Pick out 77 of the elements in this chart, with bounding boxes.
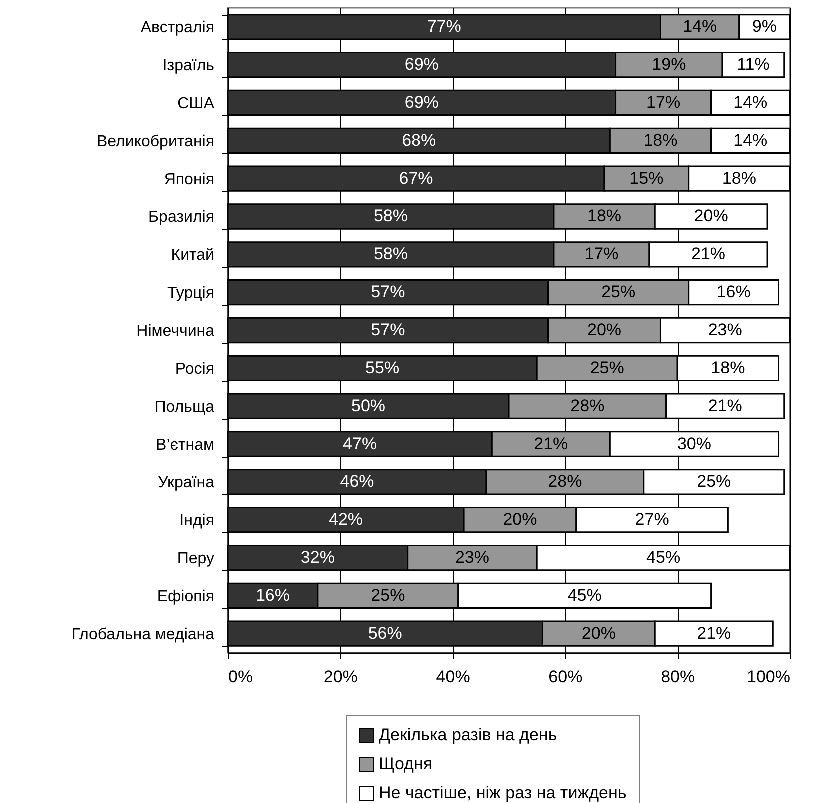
data-label: 68%: [402, 130, 436, 150]
data-label: 18%: [711, 358, 746, 378]
data-label: 58%: [374, 206, 408, 226]
data-label: 32%: [300, 548, 335, 568]
data-label: 45%: [568, 586, 602, 605]
x-tick-label: 60%: [548, 668, 583, 686]
data-label: 25%: [602, 282, 636, 302]
data-label: 57%: [371, 320, 406, 340]
data-label: 14%: [683, 17, 718, 36]
data-label: 46%: [340, 472, 374, 492]
y-tick-label: Ефіопія: [157, 588, 214, 606]
data-label: 17%: [646, 92, 681, 112]
y-tick-label: Німеччина: [136, 323, 215, 340]
legend-label: Не частіше, ніж раз на тиждень: [379, 784, 627, 802]
data-label: 50%: [351, 396, 386, 416]
data-label: 27%: [635, 510, 670, 530]
data-label: 20%: [503, 510, 538, 530]
y-tick-label: Турція: [168, 285, 214, 302]
data-label: 69%: [404, 92, 439, 112]
data-label: 20%: [588, 320, 622, 340]
data-label: 58%: [374, 244, 408, 264]
y-tick-label: США: [178, 95, 215, 112]
data-label: 25%: [371, 586, 406, 605]
y-tick-label: Австралія: [140, 20, 214, 37]
data-label: 18%: [722, 168, 756, 188]
data-label: 21%: [708, 396, 742, 416]
data-label: 25%: [697, 472, 732, 492]
data-label: 21%: [691, 244, 726, 264]
data-label: 9%: [752, 17, 777, 36]
data-label: 23%: [455, 548, 490, 568]
data-label: 20%: [694, 206, 728, 226]
y-tick-label: Перу: [177, 550, 214, 568]
data-label: 56%: [368, 624, 402, 643]
legend-label: Декілька разів на день: [379, 726, 558, 744]
y-tick-label: Великобританія: [97, 133, 214, 150]
data-label: 18%: [588, 206, 622, 226]
x-tick-label: 80%: [661, 668, 696, 686]
data-label: 77%: [427, 17, 462, 36]
y-tick-label: Глобальна медіана: [72, 626, 215, 644]
data-label: 19%: [652, 55, 686, 74]
y-tick-label: Індія: [180, 512, 214, 530]
data-label: 16%: [716, 282, 751, 302]
data-label: 20%: [582, 624, 616, 643]
data-label: 57%: [371, 282, 406, 302]
y-tick-label: Бразилія: [148, 209, 214, 226]
data-label: 11%: [737, 55, 770, 74]
data-label: 25%: [590, 358, 624, 378]
data-label: 47%: [343, 434, 378, 454]
data-label: 30%: [677, 434, 712, 454]
data-label: 67%: [399, 168, 434, 188]
x-tick-label: 20%: [324, 668, 358, 686]
data-label: 69%: [404, 55, 439, 74]
data-label: 17%: [584, 244, 619, 264]
data-label: 28%: [570, 396, 605, 416]
data-label: 14%: [734, 92, 768, 112]
y-tick-label: Ізраїль: [162, 58, 214, 75]
data-label: 45%: [646, 548, 681, 568]
y-tick-label: Росія: [175, 360, 214, 378]
data-label: 14%: [734, 130, 768, 150]
x-tick-label: 100%: [747, 668, 790, 686]
data-label: 18%: [644, 130, 678, 150]
y-tick-label: Китай: [171, 247, 214, 264]
data-label: 55%: [366, 358, 400, 378]
data-label: 42%: [329, 510, 364, 530]
data-label: 21%: [534, 434, 568, 454]
data-label: 15%: [630, 168, 664, 188]
data-label: 23%: [708, 320, 742, 340]
data-label: 28%: [548, 472, 582, 492]
y-tick-label: Польща: [154, 398, 215, 416]
data-label: 16%: [256, 586, 290, 605]
legend-label: Щодня: [379, 754, 433, 774]
x-tick-label: 0%: [228, 668, 254, 686]
y-tick-label: Україна: [158, 474, 215, 492]
y-tick-label: Японія: [164, 171, 214, 188]
x-tick-label: 40%: [436, 668, 470, 686]
data-label: 21%: [697, 624, 732, 643]
y-tick-label: В’єтнам: [156, 436, 214, 454]
